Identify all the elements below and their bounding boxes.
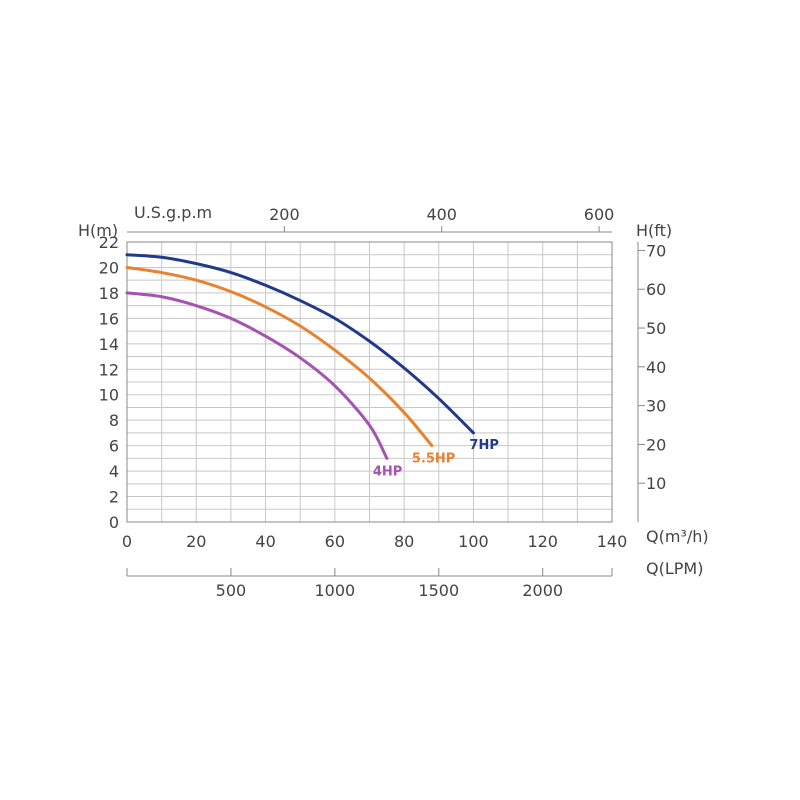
right-tick-label: 40: [646, 358, 666, 377]
x-tick-label: 60: [325, 532, 345, 551]
y-tick-label: 4: [109, 462, 119, 481]
series-labels: 7HP 5.5HP 4HP: [373, 438, 499, 479]
series-group: [125, 253, 475, 460]
y-tick-label: 2: [109, 488, 119, 507]
tick-labels: 0 2 4 6 8 10 12 14 16 18 20 22 0 20 40 60 80 100 120 140 200…: [99, 205, 667, 600]
x-tick-label: 120: [527, 532, 558, 551]
bottom2-tick-label: 500: [216, 581, 247, 600]
y-tick-label: 22: [99, 233, 119, 252]
right-axis-title: H(ft): [636, 221, 672, 240]
bottom2-tick-label: 2000: [522, 581, 563, 600]
y-tick-label: 14: [99, 335, 119, 354]
x-tick-label: 140: [597, 532, 628, 551]
right-tick-label: 30: [646, 397, 666, 416]
series-label-5-5hp: 5.5HP: [412, 452, 455, 467]
y-tick-label: 0: [109, 513, 119, 532]
y-tick-label: 20: [99, 258, 119, 277]
y-axis-title: H(m): [78, 221, 118, 240]
plot-frame: [126, 241, 613, 523]
right-tick-label: 60: [646, 280, 666, 299]
series-line-7hp: [125, 253, 475, 435]
axes: [126, 226, 645, 577]
top-tick-label: 200: [269, 205, 300, 224]
bottom2-tick-label: 1500: [418, 581, 459, 600]
series-label-7hp: 7HP: [469, 438, 498, 453]
right-tick-label: 20: [646, 435, 666, 454]
grid: [126, 241, 613, 523]
bottom2-axis-title: Q(LPM): [646, 559, 703, 578]
y-tick-label: 16: [99, 309, 119, 328]
right-tick-label: 50: [646, 319, 666, 338]
x-tick-label: 0: [122, 532, 132, 551]
top-tick-label: 400: [426, 205, 457, 224]
series-line-5-5hp: [125, 265, 434, 448]
series-label-4hp: 4HP: [373, 464, 402, 479]
x-tick-label: 40: [255, 532, 275, 551]
right-tick-label: 70: [646, 241, 666, 260]
y-tick-label: 6: [109, 437, 119, 456]
top-axis-title: U.S.g.p.m: [134, 203, 212, 222]
top-tick-label: 600: [584, 205, 615, 224]
x-tick-label: 80: [394, 532, 414, 551]
bottom2-tick-label: 1000: [314, 581, 355, 600]
series-line-4hp: [125, 291, 389, 460]
right-tick-label: 10: [646, 474, 666, 493]
x-axis-title: Q(m³/h): [646, 527, 709, 546]
y-tick-label: 12: [99, 360, 119, 379]
x-tick-label: 100: [458, 532, 489, 551]
y-tick-label: 8: [109, 411, 119, 430]
y-tick-label: 10: [99, 386, 119, 405]
x-tick-label: 20: [186, 532, 206, 551]
y-tick-label: 18: [99, 284, 119, 303]
